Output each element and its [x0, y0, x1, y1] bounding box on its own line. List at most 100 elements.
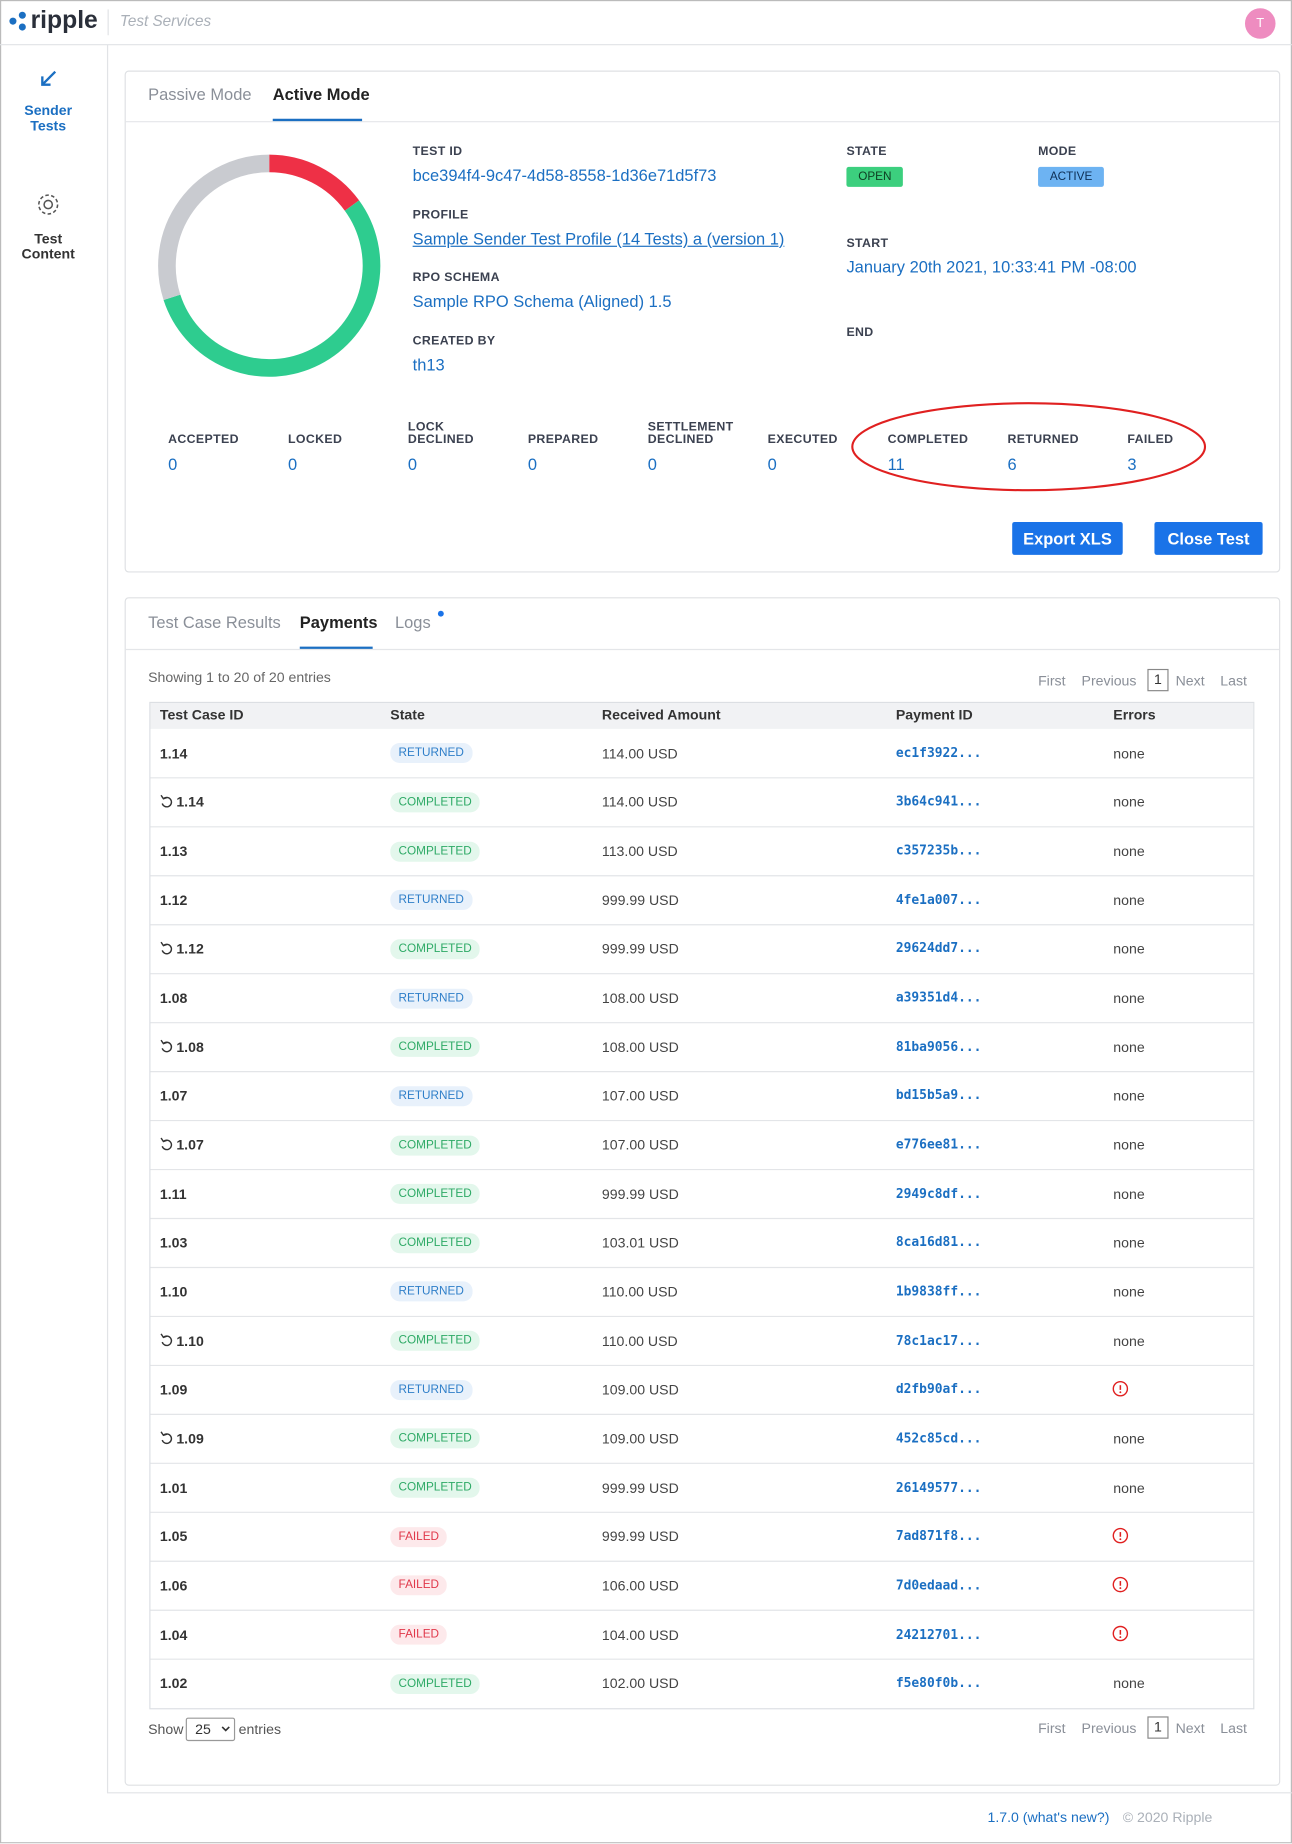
field-label: TEST ID: [412, 144, 463, 159]
page-size[interactable]: 25: [185, 1717, 236, 1742]
count-value: 0: [527, 454, 538, 474]
tab[interactable]: Test Case Results: [148, 612, 281, 632]
payment-id[interactable]: 4fe1a007...: [895, 892, 982, 908]
count-value: 0: [767, 454, 777, 474]
errors: none: [1113, 1430, 1145, 1448]
highlight-ellipse: [851, 402, 1207, 492]
error-icon-dot: [1119, 1587, 1122, 1590]
page-current[interactable]: 1: [1147, 1716, 1169, 1739]
field-label: END: [846, 325, 874, 340]
amount: 999.99 USD: [601, 1185, 679, 1203]
page-link[interactable]: Next: [1175, 672, 1205, 689]
state-pill: RETURNED: [390, 743, 473, 764]
payment-id[interactable]: e776ee81...: [895, 1136, 982, 1153]
sender-icon: [41, 70, 57, 86]
errors: none: [1113, 745, 1145, 762]
payment-id[interactable]: d2fb90af...: [895, 1381, 982, 1397]
payment-id[interactable]: 8ca16d81...: [895, 1234, 982, 1251]
payment-id[interactable]: 1b9838ff...: [895, 1283, 982, 1300]
amount: 103.01 USD: [601, 1234, 679, 1252]
field-link[interactable]: Sample Sender Test Profile (14 Tests) a …: [412, 229, 785, 249]
payment-id[interactable]: 26149577...: [895, 1479, 982, 1495]
test-case-id: 1.11: [159, 1185, 187, 1203]
payment-id[interactable]: 452c85cd...: [895, 1430, 982, 1446]
test-panel: [124, 70, 1281, 573]
page-link[interactable]: First: [1038, 1719, 1066, 1737]
payment-id[interactable]: 78c1ac17...: [895, 1332, 982, 1348]
amount: 102.00 USD: [601, 1675, 679, 1692]
app-name: Test Services: [119, 11, 212, 30]
payment-id[interactable]: 29624dd7...: [895, 940, 982, 957]
amount: 114.00 USD: [601, 794, 678, 811]
payment-id[interactable]: f5e80f0b...: [895, 1675, 982, 1691]
page-link[interactable]: Previous: [1081, 672, 1137, 689]
error-icon: [1112, 1380, 1129, 1397]
page-link[interactable]: Next: [1175, 1719, 1205, 1737]
amount: 104.00 USD: [601, 1626, 679, 1643]
test-case-id: 1.14: [159, 745, 188, 762]
amount: 110.00 USD: [601, 1332, 678, 1350]
table-border: [149, 701, 1255, 1710]
amount: 110.00 USD: [601, 1283, 678, 1301]
amount: 999.99 USD: [601, 1528, 679, 1546]
test-case-id: 1.04: [159, 1626, 188, 1643]
payment-id[interactable]: a39351d4...: [895, 989, 982, 1006]
tab[interactable]: Logs: [395, 612, 431, 632]
column-header: Payment ID: [895, 706, 973, 724]
errors: none: [1113, 794, 1145, 811]
payment-id[interactable]: bd15b5a9...: [895, 1087, 982, 1104]
tab-active[interactable]: Active Mode: [272, 84, 370, 104]
page-link[interactable]: Previous: [1081, 1719, 1137, 1737]
table-header: [150, 703, 1254, 729]
avatar[interactable]: [1244, 8, 1276, 39]
error-icon: [1112, 1576, 1129, 1593]
sidebar-item[interactable]: Test Content: [21, 230, 75, 263]
tab[interactable]: Passive Mode: [148, 84, 252, 104]
payment-id[interactable]: 24212701...: [895, 1626, 982, 1642]
count-label: RETURNED: [1007, 432, 1079, 447]
page-current[interactable]: 1: [1147, 668, 1169, 692]
state-pill: RETURNED: [390, 890, 473, 911]
field-label: START: [846, 236, 889, 251]
payment-id[interactable]: 7ad871f8...: [895, 1528, 982, 1544]
state-pill: COMPLETED: [390, 841, 480, 862]
payment-id[interactable]: 3b64c941...: [895, 794, 982, 810]
avatar-letter: T: [1256, 16, 1265, 31]
test-case-id: 1.07: [159, 1087, 188, 1105]
column-header: State: [390, 706, 425, 724]
errors: none: [1113, 989, 1145, 1007]
count-value: 0: [288, 454, 298, 474]
payment-id[interactable]: 2949c8df...: [895, 1185, 982, 1202]
sidebar-item[interactable]: Sender Tests: [24, 102, 73, 135]
results-panel: [124, 597, 1281, 1786]
state-pill: RETURNED: [390, 988, 473, 1009]
payment-id[interactable]: 7d0edaad...: [895, 1577, 982, 1593]
version-link[interactable]: 1.7.0 (what's new?): [987, 1809, 1110, 1826]
payment-id[interactable]: c357235b...: [895, 843, 982, 859]
amount: 107.00 USD: [601, 1136, 679, 1154]
page-link[interactable]: First: [1038, 672, 1066, 689]
amount: 114.00 USD: [601, 745, 678, 762]
button[interactable]: Export XLS: [1012, 521, 1123, 555]
page-link[interactable]: Last: [1220, 1719, 1247, 1737]
state-pill: COMPLETED: [390, 1232, 480, 1253]
errors: none: [1113, 1332, 1145, 1350]
field-label: PROFILE: [412, 208, 469, 223]
state-pill: OPEN: [846, 166, 904, 187]
errors: none: [1113, 843, 1145, 860]
payment-id[interactable]: ec1f3922...: [895, 745, 982, 761]
error-icon: [1112, 1527, 1129, 1544]
column-header: Errors: [1113, 706, 1156, 724]
errors: none: [1113, 892, 1145, 909]
field-value: Sample RPO Schema (Aligned) 1.5: [412, 291, 672, 311]
count-label: COMPLETED: [887, 432, 969, 447]
payment-id[interactable]: 81ba9056...: [895, 1038, 982, 1055]
button[interactable]: Close Test: [1154, 521, 1263, 555]
show-label: Show: [148, 1721, 184, 1738]
tab-active[interactable]: Payments: [299, 612, 378, 632]
copyright: © 2020 Ripple: [1122, 1809, 1213, 1826]
test-case-id: 1.03: [159, 1234, 188, 1252]
page-link[interactable]: Last: [1220, 672, 1247, 689]
